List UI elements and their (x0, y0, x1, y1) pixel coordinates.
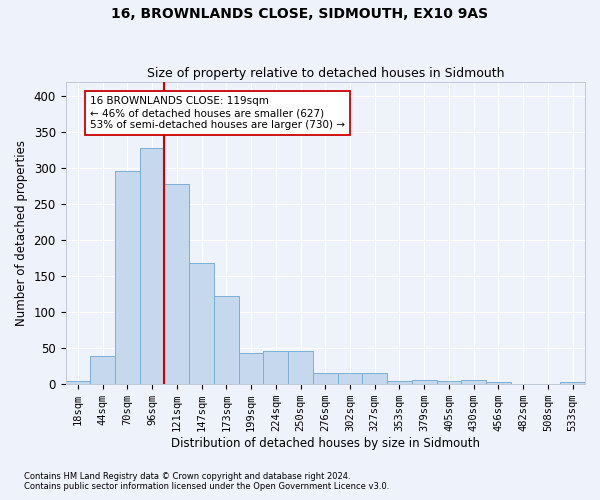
Title: Size of property relative to detached houses in Sidmouth: Size of property relative to detached ho… (146, 66, 504, 80)
Bar (486, 382, 511, 384)
Bar (461, 380, 486, 384)
X-axis label: Distribution of detached houses by size in Sidmouth: Distribution of detached houses by size … (171, 437, 480, 450)
Bar (560, 382, 585, 384)
Bar (115, 170, 140, 384)
Bar (189, 264, 214, 384)
Bar (313, 374, 338, 384)
Bar (412, 380, 437, 384)
Bar (362, 374, 387, 384)
Bar (239, 352, 263, 384)
Bar (437, 380, 461, 384)
Text: 16 BROWNLANDS CLOSE: 119sqm
← 46% of detached houses are smaller (627)
53% of se: 16 BROWNLANDS CLOSE: 119sqm ← 46% of det… (90, 96, 345, 130)
Bar (288, 351, 313, 384)
Bar (214, 296, 239, 384)
Y-axis label: Number of detached properties: Number of detached properties (15, 140, 28, 326)
Text: Contains HM Land Registry data © Crown copyright and database right 2024.: Contains HM Land Registry data © Crown c… (24, 472, 350, 481)
Bar (263, 351, 288, 384)
Bar (164, 184, 189, 384)
Bar (140, 148, 164, 384)
Text: Contains public sector information licensed under the Open Government Licence v3: Contains public sector information licen… (24, 482, 389, 491)
Bar (338, 374, 362, 384)
Bar (90, 356, 115, 384)
Text: 16, BROWNLANDS CLOSE, SIDMOUTH, EX10 9AS: 16, BROWNLANDS CLOSE, SIDMOUTH, EX10 9AS (112, 8, 488, 22)
Bar (387, 380, 412, 384)
Bar (65, 382, 90, 384)
